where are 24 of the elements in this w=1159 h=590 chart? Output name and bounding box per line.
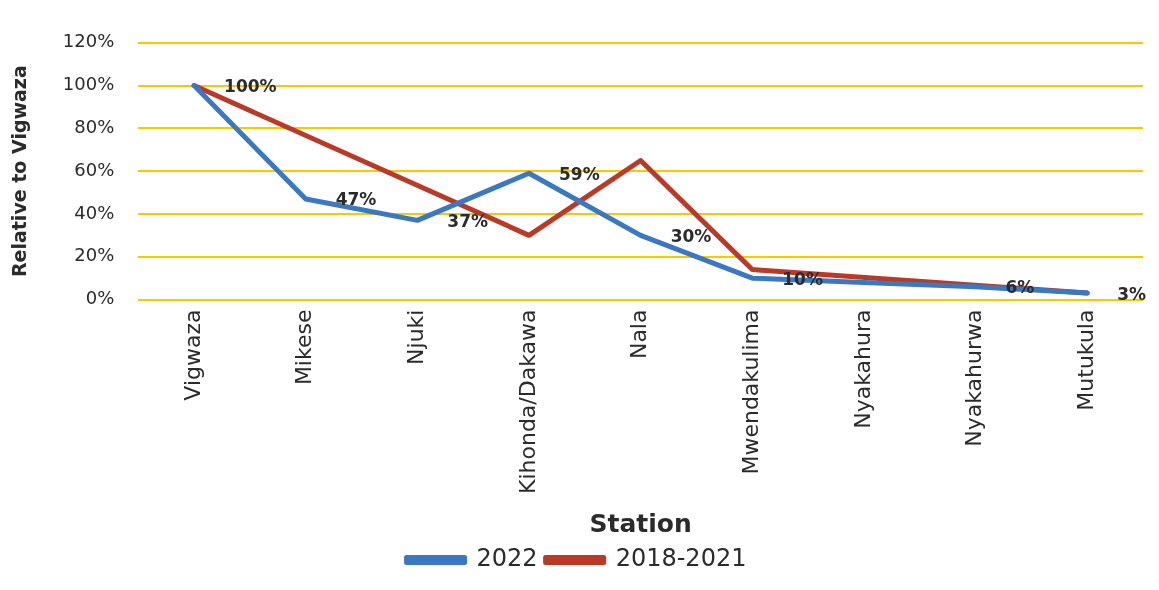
x-tick-label: Njuki (403, 309, 429, 365)
x-tick-label: Mwendakulima (737, 309, 763, 475)
y-tick-label: 20% (74, 244, 115, 266)
data-label: 3% (1117, 283, 1147, 304)
data-label: 37% (447, 210, 489, 231)
legend-label: 2022 (476, 544, 538, 573)
x-tick-label: Nyakahurwa (961, 309, 987, 447)
x-tick-label: Vigwaza (179, 309, 205, 401)
data-label: 30% (670, 225, 712, 246)
x-axis-title: Station (589, 508, 692, 538)
data-label: 47% (335, 189, 377, 210)
y-tick-label: 0% (85, 287, 115, 309)
y-tick-label: 60% (74, 158, 115, 180)
x-tick-label: Nyakahura (849, 309, 875, 429)
x-tick-label: Nala (626, 309, 652, 360)
y-tick-label: 120% (62, 30, 115, 52)
x-tick-label: Kihonda/Dakawa (514, 309, 540, 495)
y-tick-label: 80% (74, 116, 115, 138)
y-tick-label: 40% (74, 201, 115, 223)
y-axis-title: Relative to Vigwaza (8, 65, 31, 278)
y-tick-label: 100% (62, 73, 115, 95)
x-tick-label: Mikese (291, 309, 317, 386)
x-tick-label: Mutukula (1072, 309, 1098, 411)
legend-label: 2018-2021 (615, 544, 747, 573)
